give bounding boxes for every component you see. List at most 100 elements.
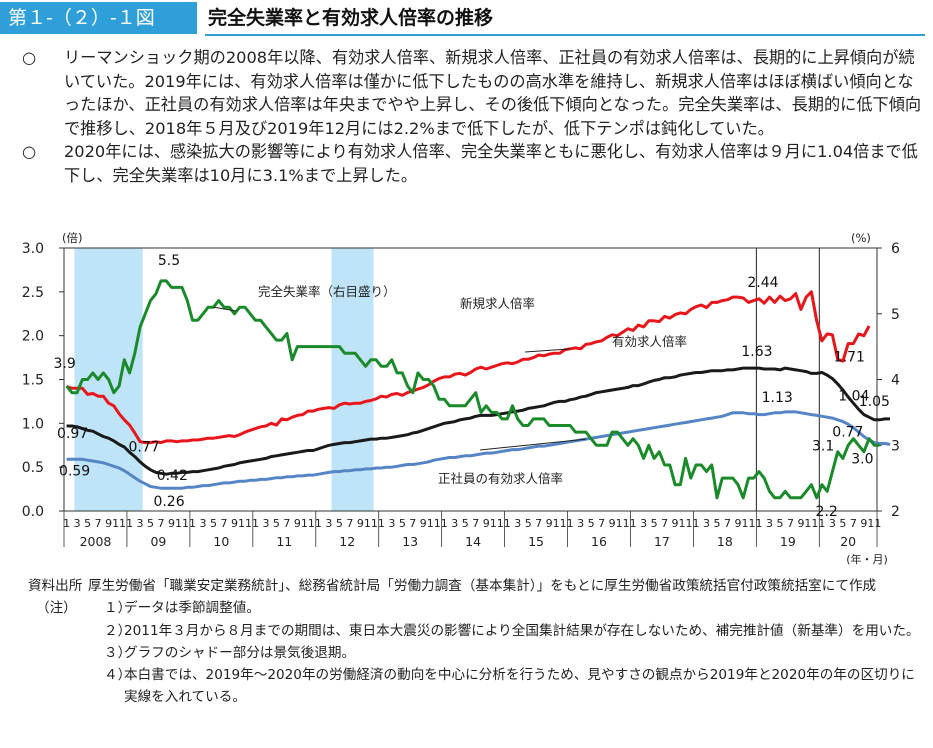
month-tick-label: 7 [850, 517, 857, 530]
month-tick-label: 3 [325, 517, 332, 530]
source-text: 厚生労働省「職業安定業務統計」、総務省統計局「労働力調査（基本集計）」をもとに厚… [88, 578, 877, 594]
month-tick-label: 5 [525, 517, 532, 530]
series-line [66, 410, 891, 490]
data-label: 0.77 [832, 424, 863, 440]
month-tick-label: 1 [504, 517, 511, 530]
year-label: 20 [840, 534, 856, 549]
notes-label: （注） [36, 600, 77, 617]
month-tick-label: 9 [231, 517, 238, 530]
right-axis-unit: (%) [851, 231, 871, 245]
month-tick-label: 3 [766, 517, 773, 530]
note-text: データは季節調整値。 [124, 600, 260, 617]
data-label: 3.9 [53, 356, 75, 372]
year-label: 10 [213, 534, 229, 549]
month-tick-label: 11 [427, 517, 441, 530]
month-tick-label: 3 [577, 517, 584, 530]
data-label: 0.97 [57, 426, 88, 442]
month-tick-label: 7 [472, 517, 479, 530]
figure-title: 完全失業率と有効求人倍率の推移 [208, 7, 494, 29]
month-tick-label: 5 [84, 517, 91, 530]
month-tick-label: 5 [714, 517, 721, 530]
year-label: 09 [150, 534, 166, 549]
bullet-mark: ○ [22, 48, 37, 67]
note-number: ３） [104, 644, 132, 661]
month-tick-label: 1 [126, 517, 133, 530]
month-tick-label: 1 [567, 517, 574, 530]
series-label-leader [524, 348, 571, 353]
series-label-leader [631, 373, 686, 387]
year-label: 18 [717, 534, 733, 549]
recession-shading [331, 248, 374, 511]
month-tick-label: 11 [364, 517, 378, 530]
year-label: 11 [276, 534, 292, 549]
month-tick-label: 11 [490, 517, 504, 530]
month-tick-label: 5 [651, 517, 658, 530]
month-tick-label: 5 [839, 517, 846, 530]
month-tick-label: 3 [199, 517, 206, 530]
series-line [65, 279, 880, 500]
right-axis-tick-label: 3 [891, 438, 900, 454]
month-tick-label: 9 [357, 517, 364, 530]
month-tick-label: 11 [301, 517, 315, 530]
data-label: 1.13 [762, 390, 793, 406]
month-tick-label: 11 [112, 517, 126, 530]
right-axis-tick-label: 5 [891, 307, 900, 323]
month-tick-label: 1 [378, 517, 385, 530]
data-label: 0.77 [128, 440, 159, 456]
series-line [66, 290, 871, 445]
note-text: グラフのシャドー部分は景気後退期。 [124, 644, 356, 661]
left-axis-tick-label: 0.5 [22, 460, 44, 476]
month-tick-label: 1 [315, 517, 322, 530]
series-label: 新規求人倍率 [460, 296, 535, 311]
month-tick-label: 5 [273, 517, 280, 530]
month-tick-label: 9 [420, 517, 427, 530]
data-label: 1.05 [859, 394, 890, 410]
chart-area: 0.0 0.5 1.0 1.5 2.0 2.5 3.0 2 3 4 5 6 (倍) (%) 1 3 5 7 9 11 2… [0, 216, 933, 573]
figure-notes: 資料出所 厚生労働省「職業安定業務統計」、総務省統計局「労働力調査（基本集計）」… [28, 575, 923, 709]
left-axis-tick-label: 2.0 [22, 329, 44, 345]
month-tick-label: 11 [867, 517, 881, 530]
source-row: 資料出所 厚生労働省「職業安定業務統計」、総務省統計局「労働力調査（基本集計）」… [28, 575, 923, 597]
note-number: １） [104, 600, 132, 617]
month-tick-label: 1 [818, 517, 825, 530]
month-tick-label: 1 [441, 517, 448, 530]
summary-text: ○ リーマンショック期の2008年以降、有効求人倍率、新規求人倍率、正社員の有効… [22, 46, 922, 187]
data-label: 1.71 [834, 350, 865, 366]
note-text: 2011年３月から８月までの期間は、東日本大震災の影響により全国集計結果が存在し… [124, 622, 920, 639]
month-tick-label: 1 [252, 517, 259, 530]
series-label: 有効求人倍率 [612, 334, 687, 349]
month-tick-label: 1 [63, 517, 70, 530]
month-tick-label: 11 [804, 517, 818, 530]
data-label: 3.0 [851, 451, 873, 467]
month-tick-label: 11 [679, 517, 693, 530]
month-tick-label: 9 [105, 517, 112, 530]
year-label: 16 [591, 534, 607, 549]
right-axis-tick-label: 4 [891, 373, 900, 389]
month-tick-label: 7 [158, 517, 165, 530]
note-item: ４） 本白書では、2019年～2020年の労働経済の動向を中心に分析を行うため、… [28, 664, 923, 709]
month-tick-label: 7 [724, 517, 731, 530]
data-label: 2.44 [747, 275, 778, 291]
data-label: 1.04 [838, 389, 869, 405]
year-label: 13 [402, 534, 418, 549]
month-tick-label: 7 [661, 517, 668, 530]
left-axis-tick-label: 0.0 [22, 504, 44, 520]
figure-number: 第１-（２）-１図 [0, 2, 197, 34]
bullet-mark: ○ [22, 142, 37, 161]
month-tick-label: 7 [220, 517, 227, 530]
month-tick-label: 9 [168, 517, 175, 530]
right-axis-tick-label: 2 [891, 504, 900, 520]
month-tick-label: 5 [776, 517, 783, 530]
month-tick-label: 11 [616, 517, 630, 530]
month-tick-label: 1 [693, 517, 700, 530]
month-tick-label: 7 [95, 517, 102, 530]
month-tick-label: 3 [137, 517, 144, 530]
year-label: 17 [654, 534, 670, 549]
year-label: 14 [465, 534, 481, 549]
month-tick-label: 7 [409, 517, 416, 530]
month-tick-label: 5 [588, 517, 595, 530]
left-axis-tick-label: 1.5 [22, 373, 44, 389]
month-tick-label: 7 [598, 517, 605, 530]
month-tick-label: 5 [336, 517, 343, 530]
